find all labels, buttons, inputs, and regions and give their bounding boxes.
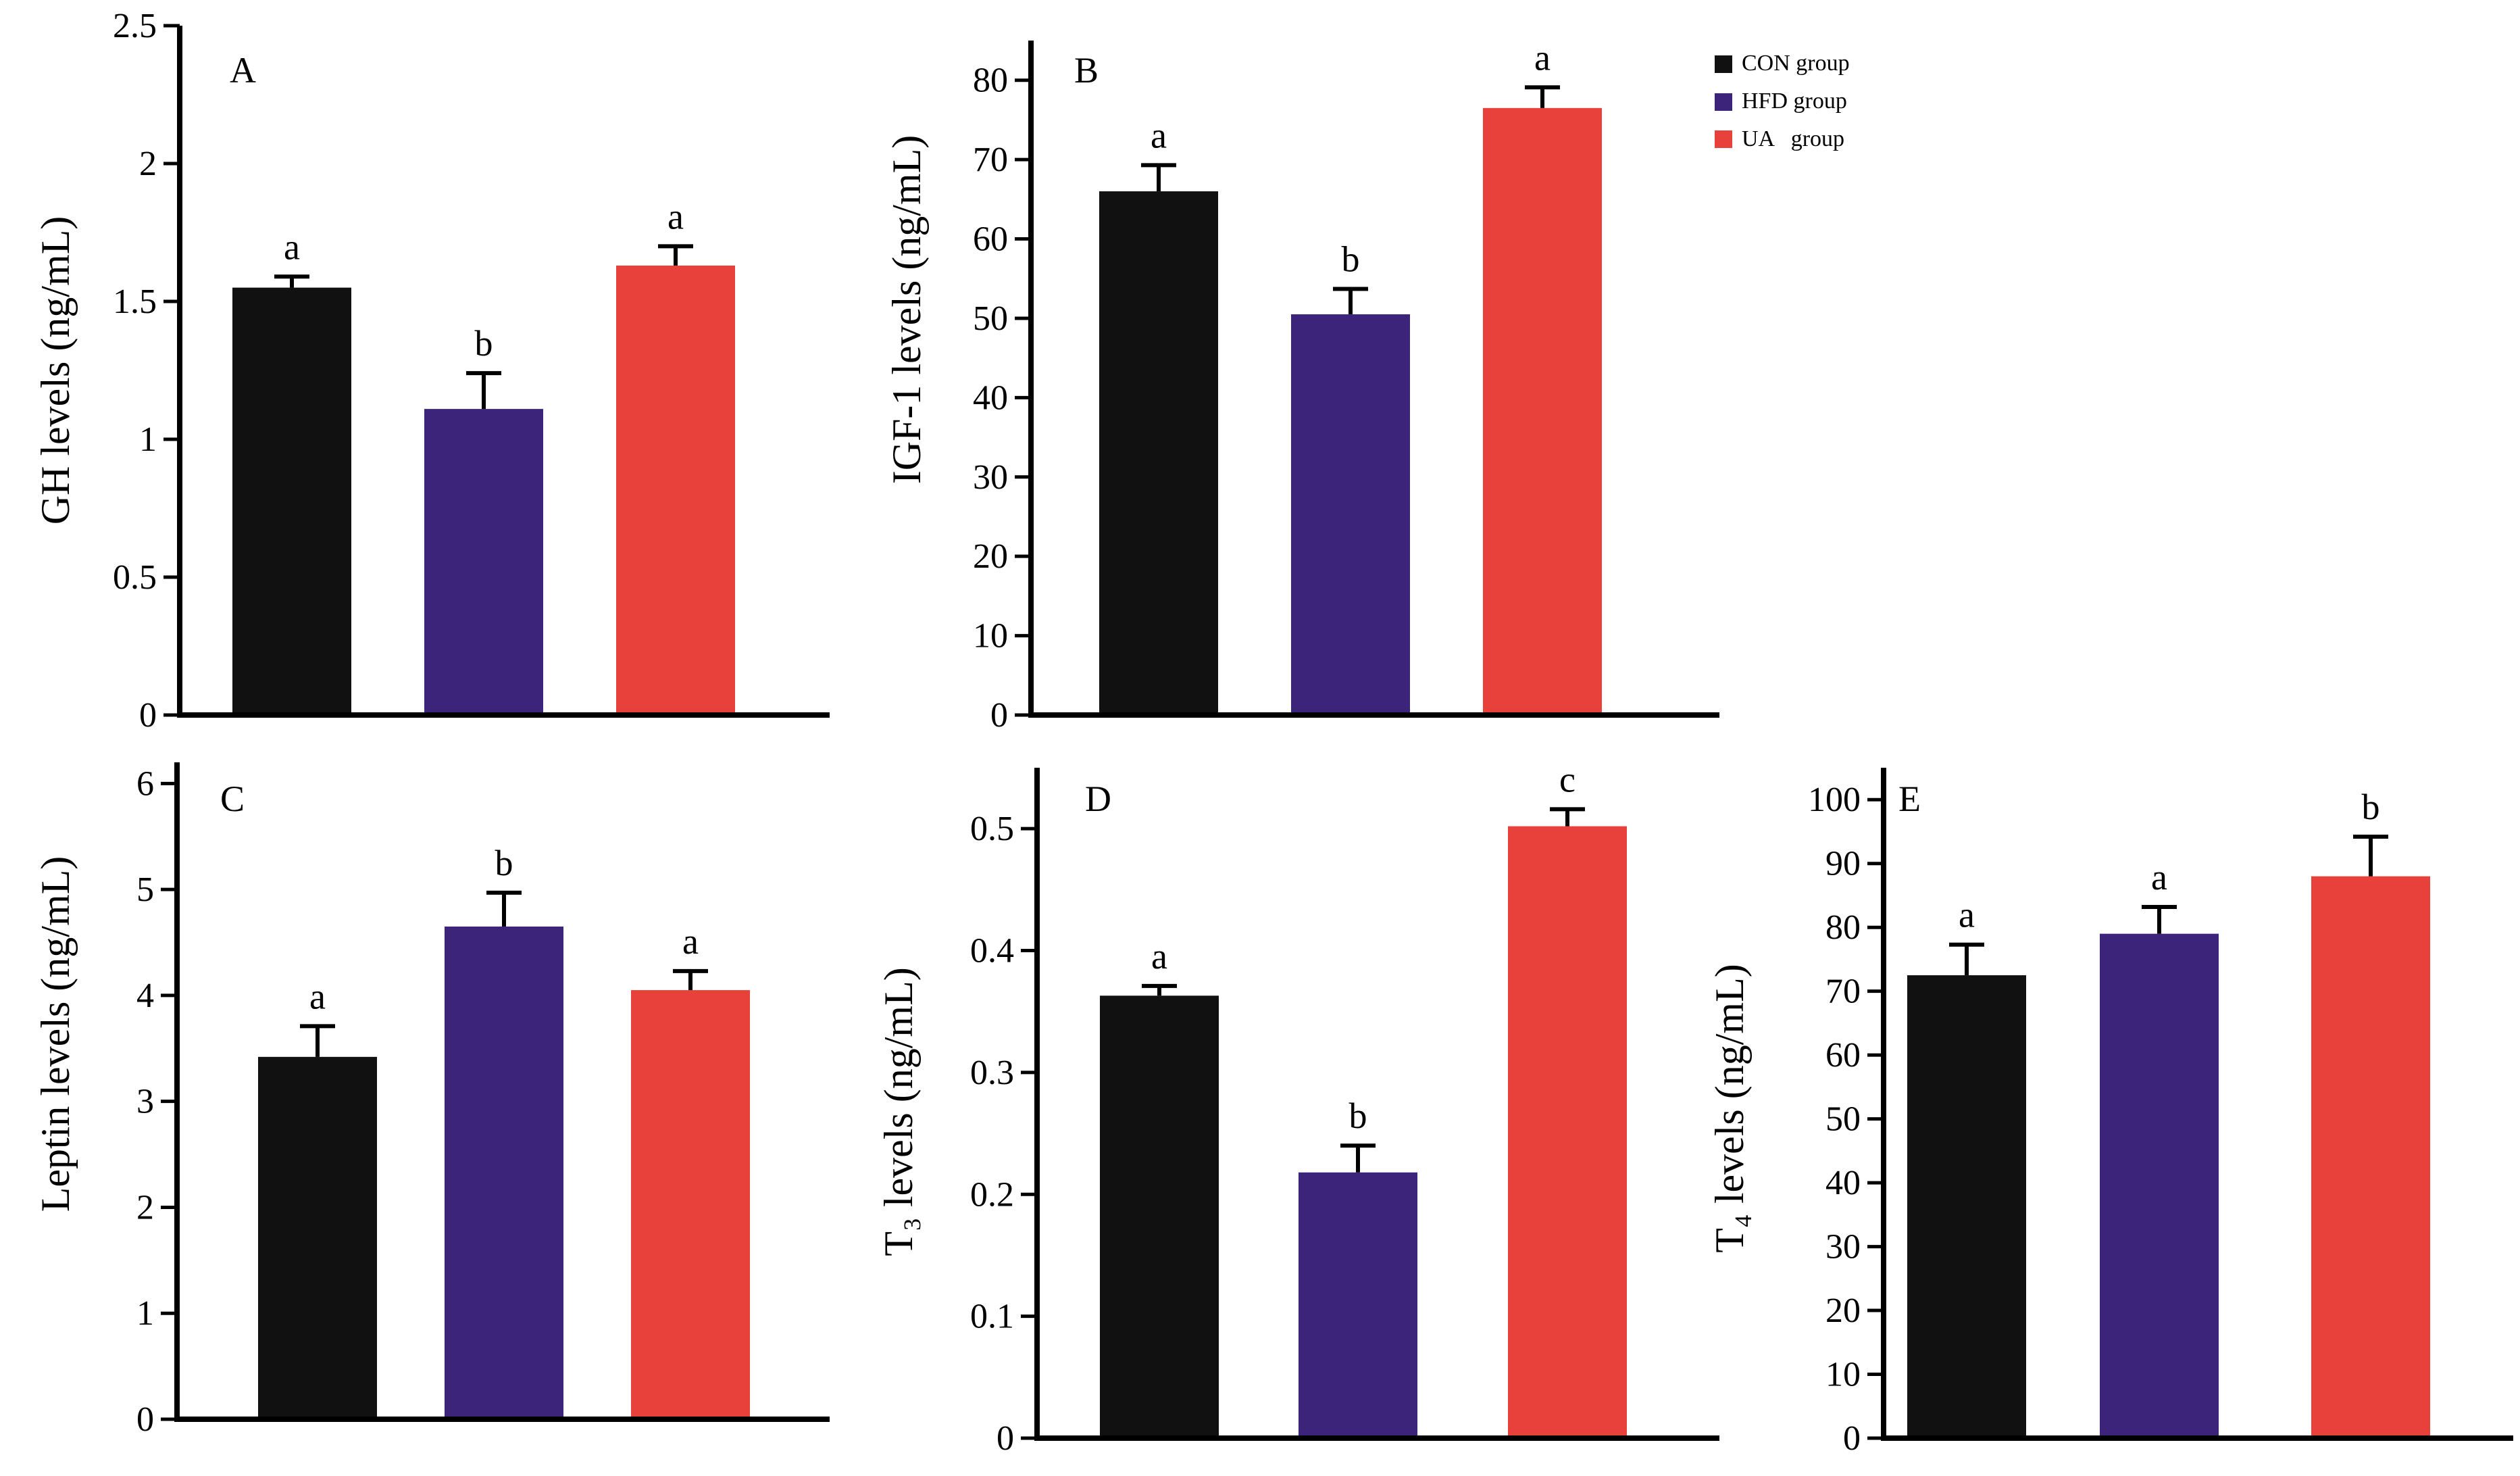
panel-b-bar-hfd xyxy=(1291,314,1410,716)
legend-item-hfd: HFD group xyxy=(1715,89,1847,114)
panel-b-ytick-label: 80 xyxy=(973,62,1008,100)
panel-e-ytick-label: 90 xyxy=(1825,845,1861,883)
legend-swatch-ua xyxy=(1715,130,1732,148)
panel-b-ytick-label: 50 xyxy=(973,299,1008,338)
panel-e-label: E xyxy=(1898,779,1921,819)
panel-d-bar-hfd xyxy=(1299,1172,1417,1438)
panel-d-ytick-label: 0.1 xyxy=(970,1298,1014,1336)
panel-b-ytick-label: 20 xyxy=(973,537,1008,576)
panel-e-sig-letter-ua: b xyxy=(2362,787,2380,827)
panel-c-bar-con xyxy=(258,1056,377,1419)
panel-d-sig-letter-ua: c xyxy=(1559,759,1576,800)
panel-b-ytick-label: 60 xyxy=(973,220,1008,259)
panel-b-ylabel: IGF-1 levels (ng/mL) xyxy=(884,135,929,485)
panel-c-ytick-label: 0 xyxy=(136,1400,154,1439)
panel-c-leptin-chart: a b a 0 1 2 3 4 5 6 C Leptin levels (ng/mL) xyxy=(33,762,830,1439)
panel-e-ytick-label: 70 xyxy=(1825,973,1861,1011)
panel-c-bar-ua xyxy=(631,990,750,1419)
panel-a-bar-con xyxy=(232,287,351,716)
panel-e-t4-chart: a a b 0 10 20 30 40 50 60 70 80 90 100 E T₄ levels (ng/… xyxy=(1707,768,2513,1458)
panel-b-bar-con xyxy=(1099,191,1218,715)
panel-a-gh-chart: a b a 0 0.5 1 1.5 2 2.5 A GH levels (ng/mL) xyxy=(33,7,830,735)
legend-swatch-con xyxy=(1715,55,1732,73)
panel-e-ytick-label: 30 xyxy=(1825,1228,1861,1266)
panel-e-ytick-label: 80 xyxy=(1825,908,1861,947)
panel-a-ytick-label: 1.5 xyxy=(113,282,157,321)
panel-b-ytick-label: 10 xyxy=(973,617,1008,656)
legend-label-hfd: HFD group xyxy=(1742,89,1847,114)
legend-item-ua: UA group xyxy=(1715,126,1844,151)
panel-b-ytick-label: 40 xyxy=(973,378,1008,417)
panel-b-ytick-label: 30 xyxy=(973,458,1008,497)
panel-c-ytick-label: 3 xyxy=(136,1083,154,1121)
panel-d-ytick-label: 0 xyxy=(997,1419,1014,1458)
panel-e-ytick-label: 10 xyxy=(1825,1356,1861,1394)
panel-b-igf1-chart: a b a 0 10 20 30 40 50 60 70 80 B IGF-1 levels (ng/mL… xyxy=(884,37,1719,735)
panel-a-bar-ua xyxy=(616,265,735,716)
panel-e-bar-ua xyxy=(2311,876,2430,1438)
panel-e-ytick-label: 0 xyxy=(1843,1419,1861,1458)
panel-c-bar-hfd xyxy=(445,927,563,1419)
panel-b-bar-ua xyxy=(1483,107,1602,716)
panel-a-sig-letter-ua: a xyxy=(667,196,684,237)
panel-a-bar-hfd xyxy=(424,409,543,715)
legend-label-ua: UA group xyxy=(1742,126,1844,151)
panel-d-ytick-label: 0.5 xyxy=(970,810,1014,848)
panel-d-bar-con xyxy=(1100,995,1219,1438)
panel-e-sig-letter-hfd: a xyxy=(2151,857,2167,897)
panel-d-ylabel: T₃ levels (ng/mL) xyxy=(876,967,921,1256)
panel-c-ytick-label: 1 xyxy=(136,1294,154,1333)
panel-d-bar-ua xyxy=(1508,826,1627,1438)
panel-a-ytick-label: 2.5 xyxy=(113,7,157,45)
panel-b-ytick-label: 0 xyxy=(990,696,1008,735)
panel-c-sig-letter-ua: a xyxy=(682,921,699,962)
panel-e-bar-hfd xyxy=(2100,933,2219,1438)
panel-e-sig-letter-con: a xyxy=(1959,895,1975,935)
panel-a-ytick-label: 0.5 xyxy=(113,558,157,597)
panel-a-ylabel: GH levels (ng/mL) xyxy=(33,216,78,525)
panel-a-sig-letter-con: a xyxy=(284,226,300,267)
panel-e-ytick-label: 60 xyxy=(1825,1036,1861,1075)
panel-c-ylabel: Leptin levels (ng/mL) xyxy=(33,856,78,1212)
panel-d-ytick-label: 0.2 xyxy=(970,1175,1014,1214)
panel-c-sig-letter-hfd: b xyxy=(495,843,513,883)
panel-a-ytick-label: 2 xyxy=(139,145,157,183)
panel-b-ytick-label: 70 xyxy=(973,141,1008,179)
panel-b-sig-letter-hfd: b xyxy=(1342,239,1360,279)
panel-d-sig-letter-con: a xyxy=(1151,936,1167,977)
panel-a-sig-letter-hfd: b xyxy=(475,323,493,364)
panel-c-label: C xyxy=(220,779,245,819)
legend-label-con: CON group xyxy=(1742,51,1850,76)
panel-d-ytick-label: 0.3 xyxy=(970,1054,1014,1092)
panel-e-ytick-label: 50 xyxy=(1825,1100,1861,1139)
legend: CON group HFD group UA group xyxy=(1715,51,1850,151)
panel-a-ytick-label: 1 xyxy=(139,420,157,459)
panel-c-ytick-label: 4 xyxy=(136,977,154,1015)
panel-d-ytick-label: 0.4 xyxy=(970,932,1014,970)
legend-swatch-hfd xyxy=(1715,93,1732,111)
panel-a-label: A xyxy=(230,50,256,91)
panel-c-sig-letter-con: a xyxy=(309,976,326,1016)
legend-item-con: CON group xyxy=(1715,51,1850,76)
panel-d-label: D xyxy=(1085,779,1111,819)
panel-d-t3-chart: a b c 0 0.1 0.2 0.3 0.4 0.5 D T₃ levels (ng/mL) xyxy=(876,759,1719,1458)
panel-e-ytick-label: 100 xyxy=(1808,781,1861,819)
panel-e-bar-con xyxy=(1907,975,2026,1438)
panel-c-ytick-label: 5 xyxy=(136,870,154,909)
panel-e-ytick-label: 40 xyxy=(1825,1164,1861,1202)
panel-b-sig-letter-ua: a xyxy=(1534,37,1551,78)
panel-c-ytick-label: 6 xyxy=(136,764,154,803)
panel-a-ytick-label: 0 xyxy=(139,696,157,735)
panel-e-ytick-label: 20 xyxy=(1825,1292,1861,1330)
panel-d-sig-letter-hfd: b xyxy=(1349,1096,1367,1136)
panel-e-ylabel: T₄ levels (ng/mL) xyxy=(1707,964,1752,1252)
panel-b-sig-letter-con: a xyxy=(1151,115,1167,155)
panel-b-label: B xyxy=(1074,50,1099,91)
panel-c-ytick-label: 2 xyxy=(136,1188,154,1227)
